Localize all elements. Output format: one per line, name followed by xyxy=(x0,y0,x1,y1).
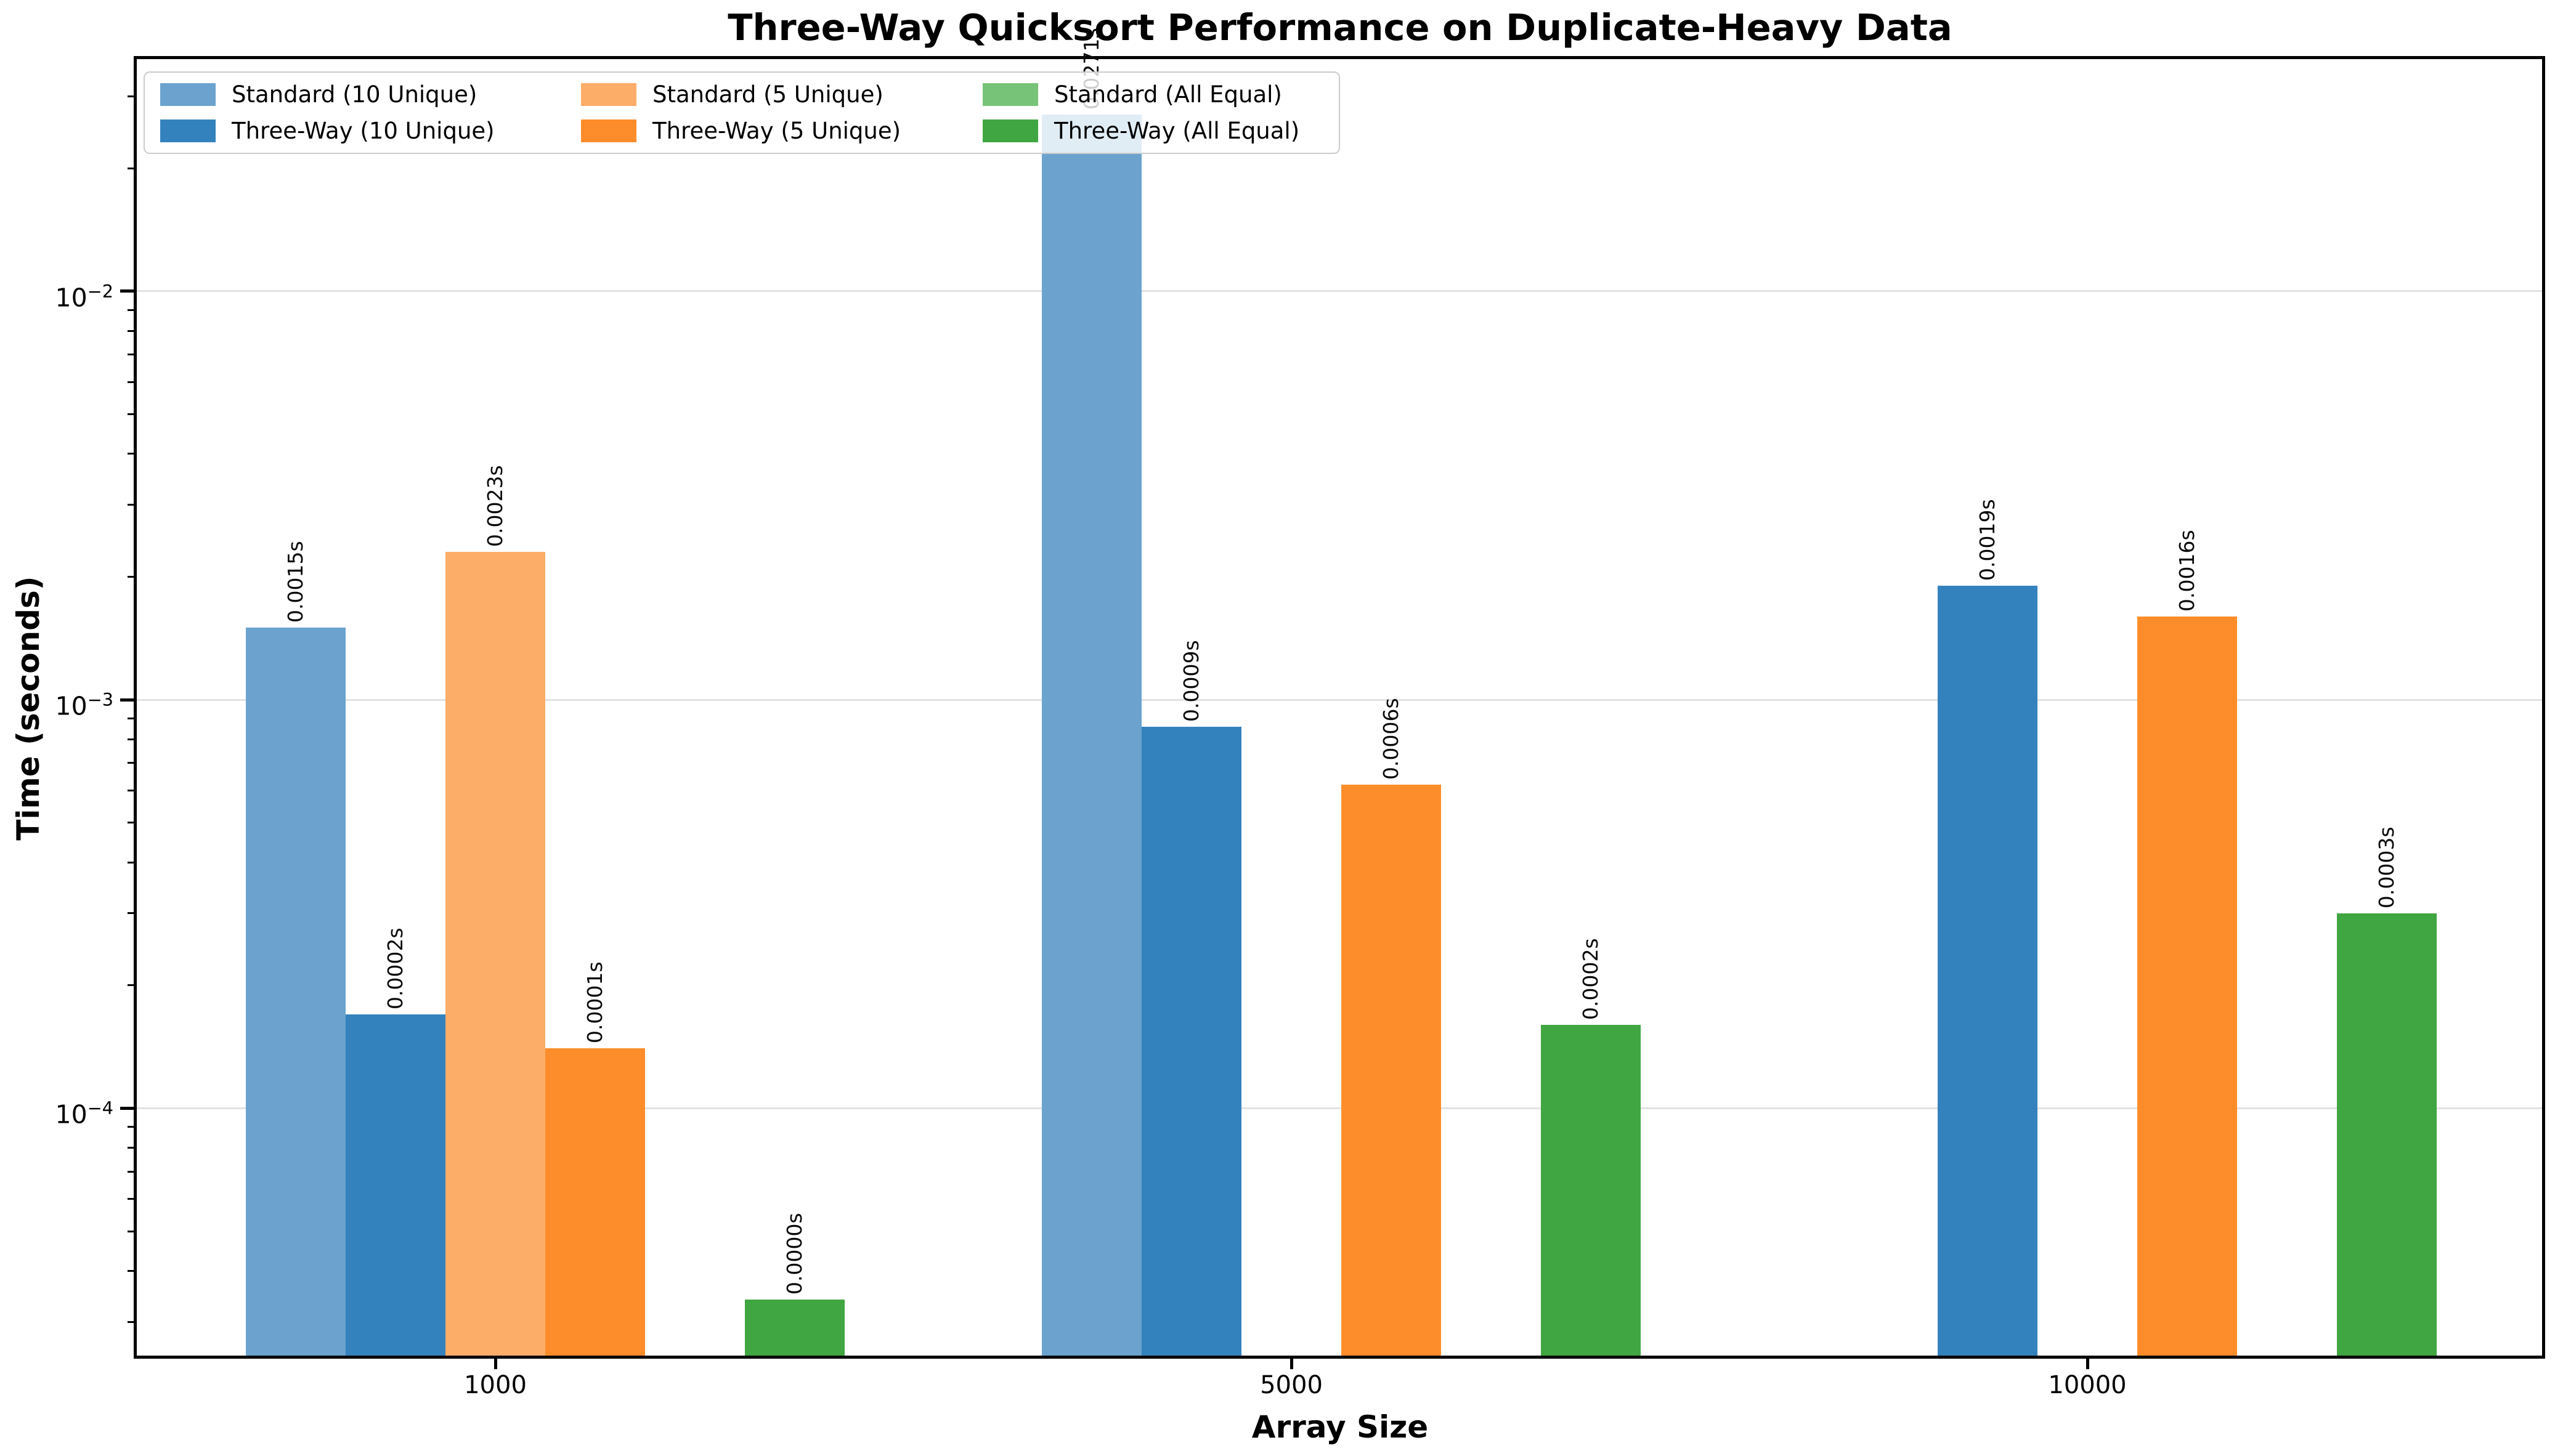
y-tick-label: 10−3 xyxy=(55,689,113,721)
legend-swatch xyxy=(160,83,216,106)
legend-item: Standard (10 Unique) xyxy=(160,81,581,108)
y-minor-tick xyxy=(128,717,137,719)
bar-value-label: 0.0000s xyxy=(782,1213,806,1295)
bar xyxy=(1938,586,2037,1356)
bar xyxy=(246,628,346,1356)
chart-title: Three-Way Quicksort Performance on Dupli… xyxy=(728,6,1952,49)
legend-swatch xyxy=(581,83,636,106)
y-minor-tick xyxy=(128,354,137,356)
bar xyxy=(545,1048,645,1356)
bar-value-label: 0.0003s xyxy=(2374,827,2398,908)
y-minor-tick xyxy=(128,1170,137,1173)
y-axis-label: Time (seconds) xyxy=(10,576,46,841)
x-tick-label: 5000 xyxy=(1260,1371,1323,1399)
y-minor-tick xyxy=(128,1321,137,1323)
y-tick-label: 10−4 xyxy=(55,1098,113,1130)
legend-item: Three-Way (5 Unique) xyxy=(581,118,983,144)
bar xyxy=(346,1014,445,1356)
x-tick-label: 1000 xyxy=(464,1371,527,1399)
bar xyxy=(1541,1024,1641,1356)
legend: Standard (10 Unique) Three-Way (10 Unique… xyxy=(144,71,1340,154)
legend-swatch xyxy=(983,119,1038,142)
y-minor-tick xyxy=(128,309,137,311)
y-gridline xyxy=(137,1107,2542,1109)
bar-value-label: 0.0019s xyxy=(1975,499,1999,581)
bar-value-label: 0.0001s xyxy=(583,961,607,1044)
y-minor-tick xyxy=(128,330,137,332)
y-minor-tick xyxy=(128,1230,137,1232)
y-minor-tick xyxy=(128,95,137,97)
y-minor-tick xyxy=(128,762,137,764)
bar xyxy=(1341,784,1441,1356)
y-minor-tick xyxy=(128,575,137,578)
y-gridline xyxy=(137,290,2542,293)
legend-item-label: Three-Way (All Equal) xyxy=(1054,118,1300,144)
y-major-tick xyxy=(120,1106,137,1110)
legend-swatch xyxy=(983,83,1038,106)
legend-item: Standard (All Equal) xyxy=(983,81,1333,108)
legend-item-label: Standard (All Equal) xyxy=(1054,81,1282,108)
y-minor-tick xyxy=(128,912,137,915)
y-minor-tick xyxy=(128,453,137,455)
legend-item-label: Three-Way (10 Unique) xyxy=(232,118,495,144)
y-major-tick xyxy=(120,698,137,702)
x-tick xyxy=(2086,1359,2089,1369)
y-minor-tick xyxy=(128,1198,137,1200)
bar xyxy=(745,1300,845,1356)
y-gridline xyxy=(137,698,2542,701)
bar-value-label: 0.0023s xyxy=(483,465,507,548)
y-minor-tick xyxy=(128,167,137,169)
bar-value-label: 0.0016s xyxy=(2175,530,2199,612)
x-tick xyxy=(1290,1359,1293,1369)
y-minor-tick xyxy=(128,381,137,383)
bar xyxy=(445,552,545,1356)
bar xyxy=(2137,616,2237,1356)
x-tick-label: 10000 xyxy=(2048,1371,2127,1399)
legend-item-label: Three-Way (5 Unique) xyxy=(652,118,901,144)
bar-value-label: 0.0006s xyxy=(1379,698,1403,780)
legend-item: Three-Way (10 Unique) xyxy=(160,118,581,144)
bar-value-label: 0.0002s xyxy=(383,927,407,1009)
x-tick xyxy=(494,1359,497,1369)
y-major-tick xyxy=(120,289,137,293)
y-minor-tick xyxy=(128,1269,137,1272)
legend-item: Three-Way (All Equal) xyxy=(983,118,1333,144)
y-minor-tick xyxy=(128,984,137,987)
y-minor-tick xyxy=(128,504,137,506)
y-minor-tick xyxy=(128,1126,137,1128)
bar-value-label: 0.0015s xyxy=(283,541,307,623)
y-minor-tick xyxy=(128,413,137,416)
bar xyxy=(1142,726,1241,1356)
x-axis-label: Array Size xyxy=(1251,1409,1429,1445)
legend-item: Standard (5 Unique) xyxy=(581,81,983,108)
bar-value-label: 0.0002s xyxy=(1578,938,1602,1020)
bar-value-label: 0.0009s xyxy=(1179,639,1203,722)
y-minor-tick xyxy=(128,822,137,824)
y-minor-tick xyxy=(128,738,137,740)
legend-swatch xyxy=(581,119,636,142)
bar xyxy=(2337,913,2437,1356)
legend-item-label: Standard (5 Unique) xyxy=(652,81,883,108)
y-minor-tick xyxy=(128,861,137,863)
bar xyxy=(1042,114,1142,1356)
y-minor-tick xyxy=(128,1147,137,1149)
legend-swatch xyxy=(160,119,216,142)
plot-area xyxy=(134,56,2545,1359)
y-tick-label: 10−2 xyxy=(55,280,113,313)
y-minor-tick xyxy=(128,789,137,791)
legend-item-label: Standard (10 Unique) xyxy=(232,81,477,108)
